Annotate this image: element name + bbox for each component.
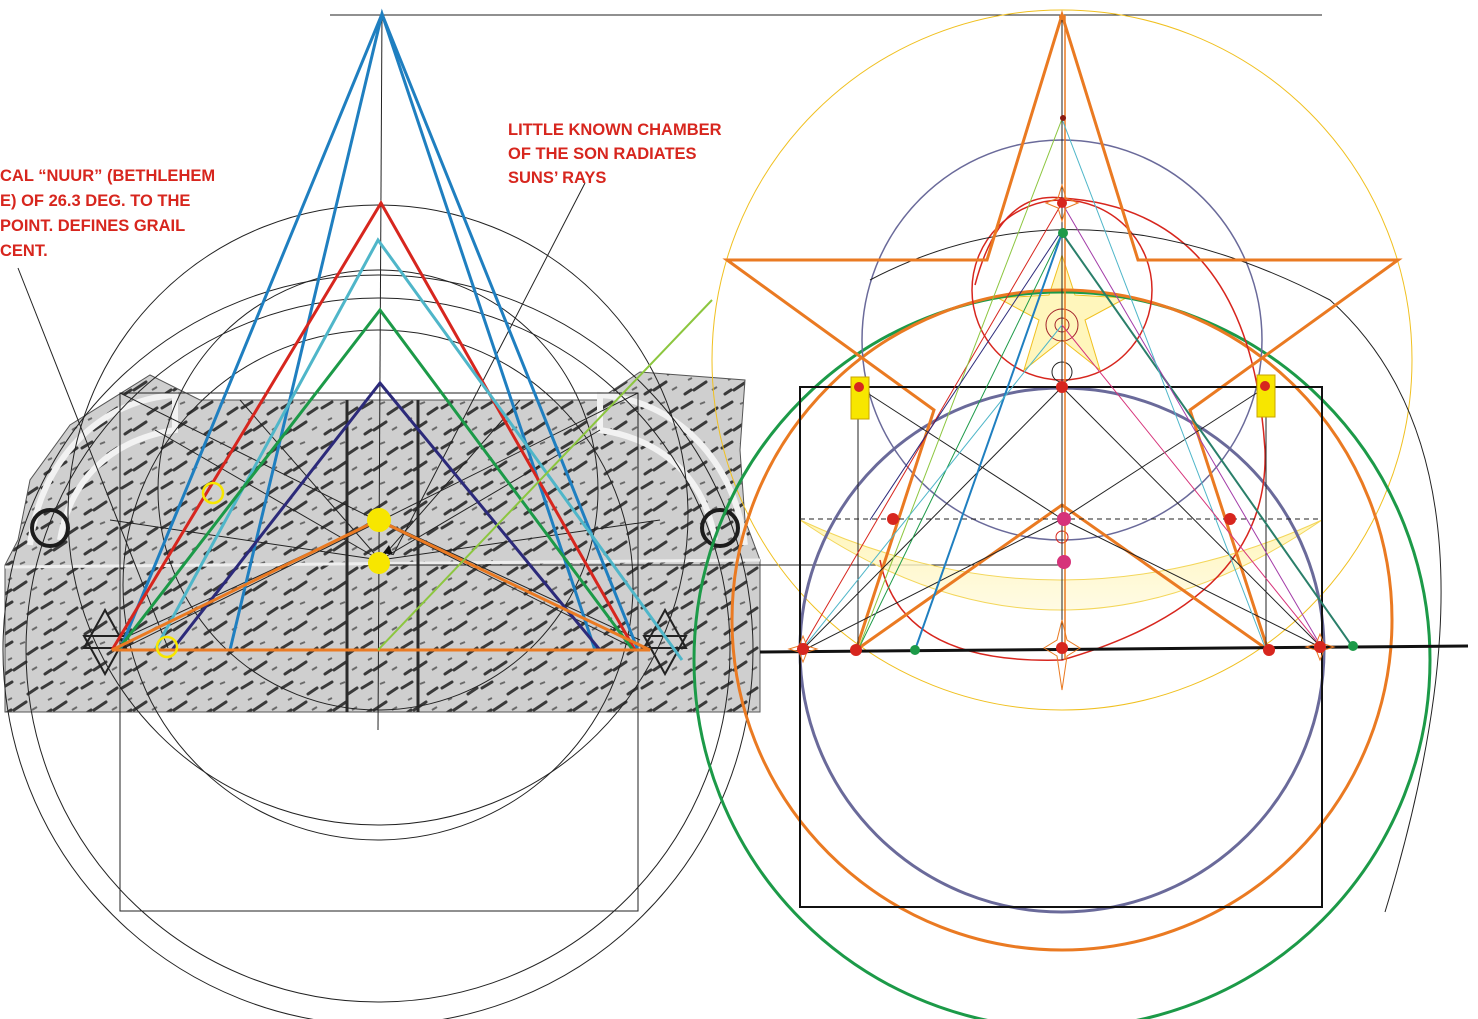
stone-arch-left: [27, 391, 178, 546]
compass-star-top: [1044, 183, 1080, 223]
arrowhead-chamber: [383, 545, 393, 555]
dot-red-left-mid: [887, 513, 899, 525]
dot-red-left-top: [854, 382, 864, 392]
ray-5: [109, 519, 381, 561]
left-circle-inner: [122, 329, 634, 841]
dot-red-square-top: [1056, 381, 1068, 393]
outer-black-arc: [869, 229, 1442, 913]
leader-line-chamber: [392, 182, 586, 556]
dot-red-2: [850, 644, 862, 656]
left-circle-mid: [67, 204, 689, 826]
stone-lintel: [4, 371, 761, 713]
left-circle-large-2: [25, 297, 731, 1003]
triangle-cyan: [153, 237, 684, 661]
ray-9: [239, 399, 381, 561]
triangle-red: [110, 200, 637, 651]
dot-orange-apex: [1059, 14, 1065, 20]
hexagram-left-up: [82, 607, 128, 649]
dot-red-right-mid: [1224, 513, 1236, 525]
right-diagram: [692, 9, 1469, 1019]
chamber-note-line-2: OF THE SON RADIATES: [508, 145, 697, 163]
left-circle-small: [157, 269, 599, 711]
ray-8: [379, 519, 641, 641]
left-markers: [155, 481, 393, 659]
ray-6: [379, 519, 661, 561]
red-arc: [879, 196, 1266, 661]
diag-5: [799, 518, 1063, 653]
stone-scroll-right: [700, 508, 740, 548]
dot-red-4: [1263, 644, 1275, 656]
annotation-left: CAL “NUUR” (BETHLEHEM E) OF 26.3 DEG. TO…: [0, 167, 215, 260]
left-triangles: [110, 8, 713, 661]
chamber-note-line-1: LITTLE KNOWN CHAMBER: [508, 121, 722, 139]
left-note-line-1: CAL “NUUR” (BETHLEHEM: [0, 167, 215, 185]
diag-1: [799, 386, 1063, 653]
yellow-ring-base: [155, 635, 179, 659]
hexagram-right-up: [642, 607, 688, 649]
yellow-dot-upper: [367, 508, 391, 532]
stone-arch-right: [597, 391, 748, 546]
dot-red-upper: [1057, 198, 1067, 208]
dot-dark-top: [1060, 115, 1066, 121]
ray-fan: [799, 118, 1353, 653]
dot-green-2: [1348, 641, 1358, 651]
dot-red-5: [1314, 641, 1326, 653]
chamber-note-line-3: SUNS’ RAYS: [508, 169, 606, 187]
left-vertical-axis: [377, 9, 383, 731]
left-circle-large-1: [2, 274, 754, 1019]
left-note-line-4: CENT.: [0, 242, 48, 260]
hexagram-left-down: [82, 635, 128, 677]
compass-star-left: [787, 634, 819, 664]
left-note-line-2: E) OF 26.3 DEG. TO THE: [0, 192, 190, 210]
right-baseline: [759, 644, 1469, 654]
right-dots: [797, 14, 1358, 656]
diag-4: [1061, 386, 1267, 520]
triangle-green: [116, 307, 635, 651]
yellow-dot-lower: [368, 552, 390, 574]
annotation-chamber: LITTLE KNOWN CHAMBER OF THE SON RADIATES…: [508, 121, 722, 187]
diag-2: [1061, 386, 1323, 649]
compass-star-right: [1304, 632, 1336, 662]
leader-line-left: [17, 267, 169, 649]
dot-red-right-top: [1260, 381, 1270, 391]
compass-star-bottom: [1043, 619, 1081, 691]
left-frame-rect: [119, 392, 639, 912]
dot-magenta-lower: [1057, 555, 1071, 569]
lime-diagonal: [377, 299, 713, 651]
dot-red-1: [797, 643, 809, 655]
dot-green-upper: [1058, 228, 1068, 238]
dot-red-3: [1056, 642, 1068, 654]
dot-green-1: [910, 645, 920, 655]
diag-6: [1061, 518, 1323, 649]
triangle-navy: [170, 380, 602, 651]
yellow-ring-left: [201, 481, 225, 505]
left-note-line-3: POINT. DEFINES GRAIL: [0, 217, 185, 235]
dot-magenta-center: [1057, 512, 1071, 526]
